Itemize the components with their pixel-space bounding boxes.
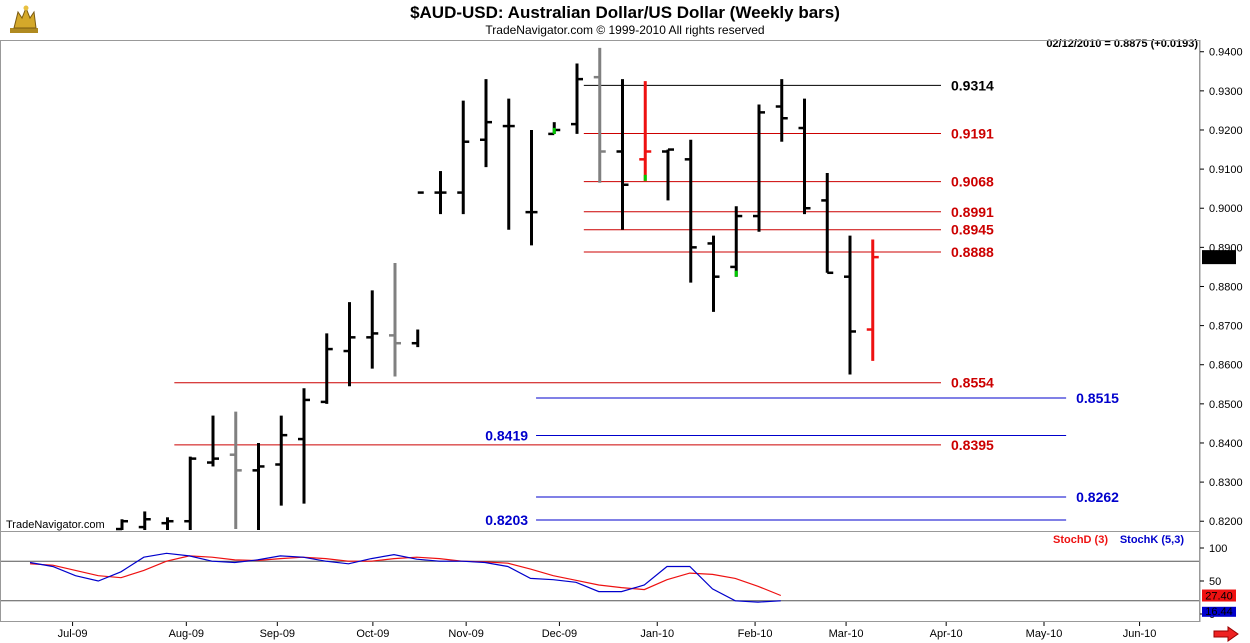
ohlc-bar [525, 129, 538, 246]
level-label: 0.9314 [951, 77, 994, 93]
level-label: 0.8262 [1076, 489, 1119, 505]
price-tick-label: 0.9100 [1209, 164, 1243, 176]
ohlc-bar [343, 302, 356, 387]
quote-readout: 02/12/2010 = 0.8875 (+0.0193) [1046, 38, 1198, 50]
logo [10, 5, 38, 33]
ohlc-bar [684, 139, 697, 283]
level-label: 0.8203 [485, 512, 528, 528]
month-label: Aug-09 [169, 628, 204, 640]
ohlc-bar [821, 173, 834, 275]
level-label: 0.8395 [951, 437, 994, 453]
ohlc-bars [116, 47, 879, 531]
month-label: Jun-10 [1123, 628, 1157, 640]
level-label: 0.8515 [1076, 390, 1119, 406]
price-tick-label: 0.8200 [1209, 516, 1243, 528]
ohlc-bar [844, 235, 856, 375]
stoch-k-last-value: 16.44 [1205, 606, 1233, 618]
level-lines: 0.9314 0.9191 0.9068 0.8991 0.8945 0.8888 0.85… [174, 77, 1119, 528]
month-label: Jul-09 [58, 628, 88, 640]
bull-logo-icon [10, 5, 38, 33]
last-price-marker: 0.8875 [1202, 250, 1236, 264]
price-tick-label: 0.9400 [1209, 47, 1243, 59]
ohlc-bar [411, 191, 424, 348]
level-label: 0.9191 [951, 126, 994, 142]
ohlc-bar [571, 63, 583, 134]
stoch-tick-label: 100 [1209, 543, 1227, 555]
stoch-d-label: StochD (3) [1053, 534, 1108, 546]
price-tick-label: 0.8700 [1209, 321, 1243, 333]
price-tick-label: 0.8400 [1209, 438, 1243, 450]
last-price-label: 0.8875 [1202, 252, 1236, 264]
ohlc-bar [707, 235, 720, 312]
level-label: 0.8945 [951, 222, 994, 238]
price-axis: 0.94000.93000.92000.91000.90000.89000.88… [1200, 47, 1243, 528]
price-tick-label: 0.9200 [1209, 125, 1243, 137]
month-label: Feb-10 [738, 628, 773, 640]
ohlc-bar [753, 104, 765, 232]
ohlc-bar [207, 415, 219, 467]
month-label: Apr-10 [930, 628, 963, 640]
ohlc-bar [593, 47, 606, 183]
month-label: May-10 [1026, 628, 1063, 640]
ohlc-bar [252, 442, 265, 530]
level-label: 0.8888 [951, 244, 994, 260]
month-label: Oct-09 [356, 628, 389, 640]
month-label: Dec-09 [542, 628, 577, 640]
ohlc-bar [730, 206, 743, 277]
ohlc-bar [775, 79, 788, 142]
level-label: 0.9068 [951, 174, 994, 190]
ohlc-bar [138, 511, 151, 530]
ohlc-bar [275, 415, 288, 506]
ohlc-bar [184, 456, 197, 530]
price-tick-label: 0.9300 [1209, 86, 1243, 98]
ohlc-bar [457, 100, 470, 215]
stoch-d-last-box [1202, 589, 1236, 602]
ohlc-bar [798, 98, 811, 215]
stoch-k-last-box [1202, 606, 1236, 617]
time-axis: Jul-09 Aug-09 Sep-09 Oct-09 Nov-09 Dec-09 Jan-… [58, 622, 1157, 640]
ohlc-bar [866, 239, 879, 361]
watermark: TradeNavigator.com [6, 519, 105, 531]
level-label: 0.8419 [485, 428, 528, 444]
ohlc-bar [161, 517, 174, 530]
ohlc-bar [320, 333, 333, 404]
price-tick-label: 0.9000 [1209, 203, 1243, 215]
red-arrow-right-icon[interactable] [1213, 626, 1239, 642]
ohlc-bar [639, 81, 652, 181]
month-label: Sep-09 [260, 628, 295, 640]
stoch-tick-label: 50 [1209, 576, 1221, 588]
ohlc-bar [116, 519, 128, 531]
level-label: 0.8991 [951, 204, 994, 220]
ohlc-bar [434, 171, 447, 215]
stoch-panel-frame [0, 531, 1200, 622]
price-tick-label: 0.8300 [1209, 477, 1243, 489]
stoch-k-label: StochK (5,3) [1120, 534, 1185, 546]
chart-title: $AUD-USD: Australian Dollar/US Dollar (W… [410, 3, 840, 22]
ohlc-bar [298, 388, 310, 504]
price-tick-label: 0.8500 [1209, 399, 1243, 411]
level-label: 0.8554 [951, 375, 994, 391]
stoch-d-last-value: 27.40 [1205, 591, 1233, 603]
ohlc-bar [480, 79, 492, 168]
price-tick-label: 0.8600 [1209, 360, 1243, 372]
price-tick-label: 0.8800 [1209, 281, 1243, 293]
ohlc-bar [229, 411, 242, 530]
month-label: Nov-09 [448, 628, 483, 640]
stoch-d-line [29, 555, 782, 597]
chart-subtitle: TradeNavigator.com © 1999-2010 All right… [485, 23, 764, 37]
ohlc-bar [389, 263, 401, 377]
month-label: Jan-10 [640, 628, 674, 640]
ohlc-bar [366, 290, 379, 369]
ohlc-bar [616, 79, 629, 230]
ohlc-bar [662, 148, 674, 201]
ohlc-bar [502, 98, 515, 230]
month-label: Mar-10 [829, 628, 864, 640]
stoch-k-line [29, 552, 781, 603]
